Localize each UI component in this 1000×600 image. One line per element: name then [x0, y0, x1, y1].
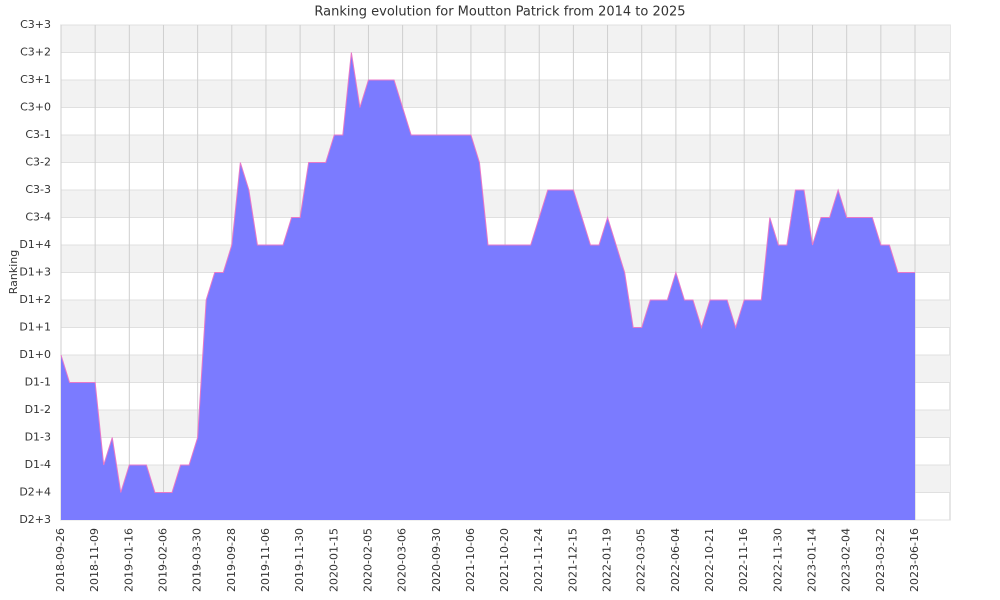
- x-tick-label: 2022-01-19: [601, 528, 614, 592]
- y-tick-label: D1-2: [25, 403, 51, 416]
- x-tick-label: 2018-09-26: [54, 528, 67, 592]
- y-tick-label: C3-1: [25, 128, 51, 141]
- y-tick-label: D2+3: [19, 513, 51, 526]
- x-tick-label: 2021-10-06: [464, 528, 477, 592]
- x-tick-label: 2020-02-05: [361, 528, 374, 592]
- x-tick-label: 2023-01-14: [806, 528, 819, 592]
- x-tick-label: 2019-09-28: [225, 528, 238, 592]
- x-tick-label: 2020-01-15: [327, 528, 340, 592]
- y-tick-label: C3-4: [25, 211, 51, 224]
- y-tick-label: D1+0: [19, 348, 51, 361]
- y-tick-label: D1-3: [25, 431, 51, 444]
- y-tick-label: C3+0: [20, 101, 51, 114]
- x-tick-label: 2020-03-06: [396, 528, 409, 592]
- y-tick-label: D1-1: [25, 376, 51, 389]
- x-tick-label: 2019-02-06: [156, 528, 169, 592]
- x-tick-label: 2022-03-05: [635, 528, 648, 592]
- y-tick-label: C3+1: [20, 73, 51, 86]
- x-tick-label: 2019-03-30: [191, 528, 204, 592]
- x-tick-label: 2021-10-20: [498, 528, 511, 592]
- y-tick-label: D1+2: [19, 293, 51, 306]
- y-tick-label: C3-2: [25, 156, 51, 169]
- x-tick-label: 2022-10-21: [703, 528, 716, 592]
- x-tick-label: 2022-11-16: [737, 528, 750, 592]
- area-line: [60, 52, 915, 493]
- chart-title: Ranking evolution for Moutton Patrick fr…: [314, 5, 685, 20]
- x-tick-label: 2022-06-04: [669, 528, 682, 592]
- x-tick-label: 2023-03-22: [874, 528, 887, 592]
- x-tick-label: 2022-11-30: [771, 528, 784, 592]
- x-tick-label: 2023-02-04: [840, 528, 853, 592]
- x-tick-label: 2019-01-16: [122, 528, 135, 592]
- y-tick-label: D1-4: [25, 458, 51, 471]
- x-tick-label: 2023-06-16: [908, 528, 921, 592]
- x-tick-label: 2018-11-09: [88, 528, 101, 592]
- y-axis-label: Ranking: [7, 250, 20, 295]
- y-tick-label: D1+4: [19, 238, 51, 251]
- x-tick-label: 2021-12-15: [566, 528, 579, 592]
- y-tick-label: C3+3: [20, 18, 51, 31]
- y-tick-label: D2+4: [19, 486, 51, 499]
- x-tick-label: 2019-11-30: [293, 528, 306, 592]
- area: [61, 52, 915, 520]
- y-tick-label: C3-3: [25, 183, 51, 196]
- x-tick-label: 2021-11-24: [532, 528, 545, 592]
- y-tick-label: D1+1: [19, 321, 51, 334]
- y-tick-label: D1+3: [19, 266, 51, 279]
- y-tick-label: C3+2: [20, 46, 51, 59]
- x-tick-label: 2020-09-30: [430, 528, 443, 592]
- x-tick-label: 2019-11-06: [259, 528, 272, 592]
